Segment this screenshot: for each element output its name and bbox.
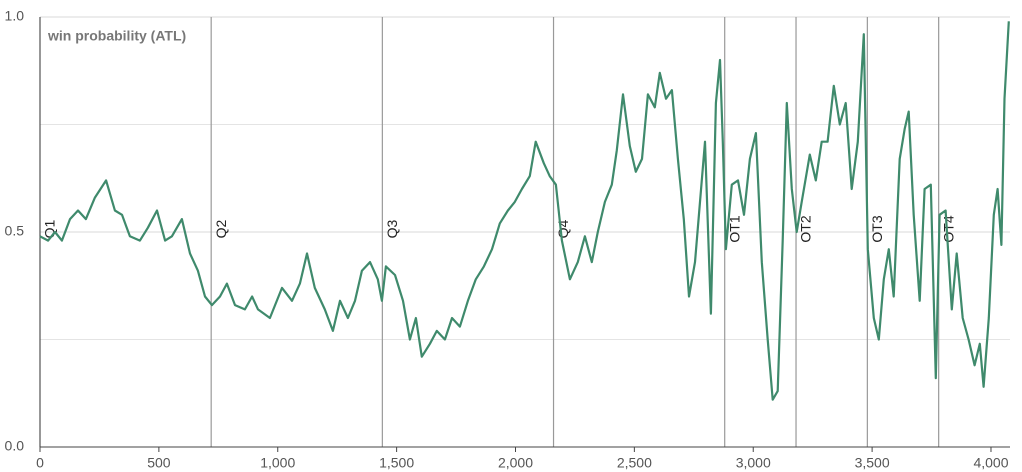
period-label: OT1 — [726, 215, 742, 242]
x-tick-label: 2,000 — [498, 455, 533, 471]
y-tick-label: 1.0 — [5, 8, 25, 24]
x-tick-label: 4,000 — [973, 455, 1008, 471]
period-label: OT3 — [869, 215, 885, 242]
x-tick-label: 1,500 — [379, 455, 414, 471]
period-label: Q1 — [42, 219, 58, 238]
chart-title: win probability (ATL) — [47, 28, 186, 44]
period-label: Q4 — [555, 219, 571, 238]
x-tick-label: 3,500 — [855, 455, 890, 471]
x-tick-label: 3,000 — [736, 455, 771, 471]
period-label: OT2 — [798, 215, 814, 242]
win-probability-line — [39, 21, 1010, 401]
y-tick-label: 0.5 — [5, 223, 25, 239]
period-label: Q3 — [384, 219, 400, 238]
period-label: Q2 — [213, 219, 229, 238]
x-tick-label: 1,000 — [260, 455, 295, 471]
x-tick-label: 500 — [147, 455, 171, 471]
x-tick-label: 0 — [36, 455, 44, 471]
x-tick-label: 2,500 — [617, 455, 652, 471]
y-tick-label: 0.0 — [5, 438, 25, 454]
period-label: OT4 — [940, 215, 956, 242]
